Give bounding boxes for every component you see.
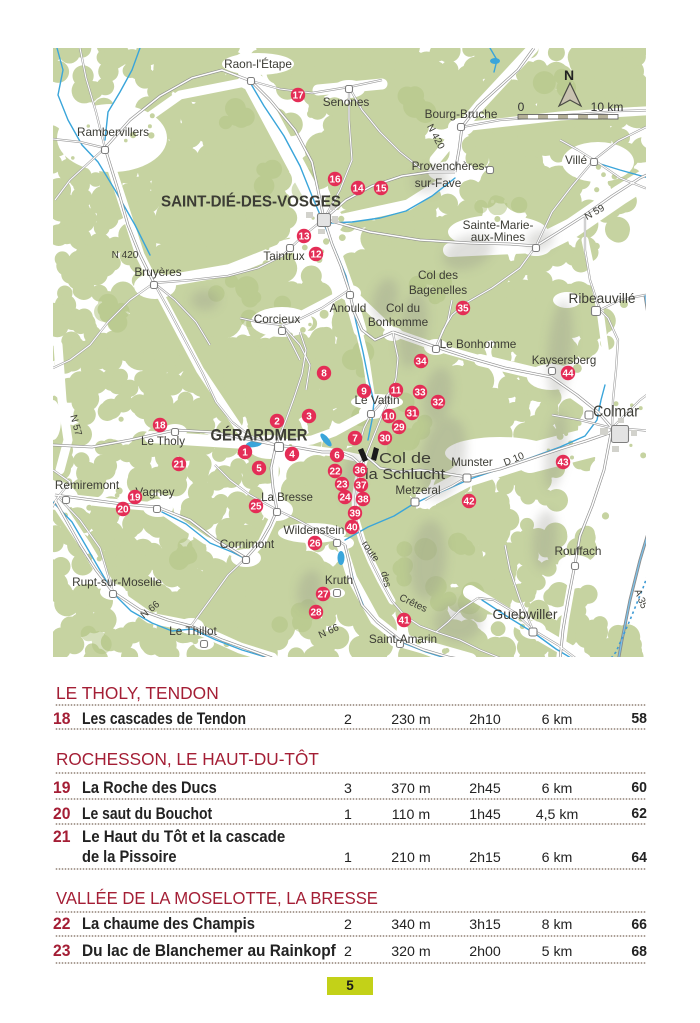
- svg-text:28: 28: [310, 608, 322, 619]
- svg-text:1: 1: [242, 448, 248, 459]
- svg-text:33: 33: [414, 388, 426, 399]
- svg-text:5: 5: [256, 464, 262, 475]
- svg-text:Bruyères: Bruyères: [134, 265, 181, 279]
- svg-text:18: 18: [154, 421, 166, 432]
- svg-text:39: 39: [349, 509, 361, 520]
- svg-text:7: 7: [352, 434, 358, 445]
- svg-text:40: 40: [346, 523, 358, 534]
- svg-text:21: 21: [173, 460, 185, 471]
- svg-text:44: 44: [562, 369, 574, 380]
- svg-text:Anould: Anould: [330, 301, 367, 315]
- svg-text:37: 37: [355, 481, 367, 492]
- svg-text:Corcieux: Corcieux: [254, 312, 301, 326]
- svg-text:30: 30: [379, 434, 391, 445]
- svg-text:35: 35: [457, 304, 469, 315]
- svg-text:31: 31: [406, 409, 418, 420]
- svg-text:N: N: [564, 67, 574, 83]
- svg-text:Provenchères-: Provenchères-: [412, 159, 489, 173]
- svg-text:Guebwiller: Guebwiller: [493, 606, 558, 622]
- svg-text:20: 20: [117, 505, 129, 516]
- svg-text:N 420: N 420: [112, 250, 139, 261]
- svg-text:Saint-Amarin: Saint-Amarin: [369, 632, 437, 646]
- svg-text:22: 22: [329, 467, 341, 478]
- svg-text:17: 17: [292, 91, 304, 102]
- svg-text:19: 19: [129, 493, 141, 504]
- svg-text:38: 38: [357, 495, 369, 506]
- svg-text:34: 34: [415, 357, 427, 368]
- svg-text:12: 12: [310, 250, 322, 261]
- svg-text:sur-Fave: sur-Fave: [415, 176, 462, 190]
- svg-text:4: 4: [289, 450, 295, 461]
- svg-text:Kruth: Kruth: [325, 573, 353, 587]
- svg-text:10 km: 10 km: [591, 100, 624, 114]
- svg-text:Col du: Col du: [386, 301, 420, 315]
- svg-text:Munster: Munster: [451, 457, 493, 469]
- svg-text:0: 0: [518, 100, 525, 114]
- svg-text:des: des: [378, 570, 393, 588]
- svg-text:Col de: Col de: [379, 451, 431, 467]
- svg-text:24: 24: [339, 493, 351, 504]
- svg-text:Ribeauvillé: Ribeauvillé: [569, 290, 636, 306]
- svg-text:25: 25: [250, 502, 262, 513]
- svg-text:15: 15: [375, 184, 387, 195]
- svg-text:6: 6: [334, 451, 340, 462]
- svg-text:27: 27: [317, 590, 329, 601]
- svg-text:43: 43: [557, 458, 569, 469]
- svg-text:Bonhomme: Bonhomme: [368, 315, 429, 329]
- svg-text:32: 32: [432, 398, 444, 409]
- svg-text:9: 9: [361, 387, 367, 398]
- svg-text:Col des: Col des: [418, 268, 458, 282]
- svg-text:Le Thillot: Le Thillot: [169, 624, 217, 638]
- svg-text:2: 2: [274, 417, 280, 428]
- svg-text:36: 36: [354, 466, 366, 477]
- svg-text:11: 11: [391, 386, 402, 397]
- svg-text:GÉRARDMER: GÉRARDMER: [211, 426, 308, 445]
- svg-text:8: 8: [321, 369, 327, 380]
- svg-text:aux-Mines: aux-Mines: [471, 230, 526, 244]
- svg-text:Remiremont: Remiremont: [55, 478, 120, 492]
- svg-text:Rouffach: Rouffach: [554, 544, 601, 558]
- svg-text:SAINT-DIÉ-DES-VOSGES: SAINT-DIÉ-DES-VOSGES: [161, 192, 341, 211]
- svg-text:14: 14: [352, 184, 364, 195]
- svg-text:Bagenelles: Bagenelles: [409, 283, 467, 297]
- svg-text:41: 41: [398, 616, 410, 627]
- svg-text:Le Tholy: Le Tholy: [141, 436, 185, 448]
- svg-text:Kaysersberg: Kaysersberg: [532, 355, 597, 367]
- svg-text:La Bresse: La Bresse: [261, 492, 313, 504]
- svg-text:Colmar: Colmar: [593, 404, 640, 421]
- svg-text:Rambervillers: Rambervillers: [77, 125, 149, 139]
- svg-text:23: 23: [336, 480, 348, 491]
- svg-text:16: 16: [329, 175, 341, 186]
- svg-text:3: 3: [306, 412, 312, 423]
- svg-text:Bourg-Bruche: Bourg-Bruche: [425, 107, 498, 121]
- svg-text:N 57: N 57: [67, 414, 83, 438]
- svg-text:Metzeral: Metzeral: [395, 483, 440, 497]
- svg-text:10: 10: [383, 412, 395, 423]
- svg-text:13: 13: [298, 232, 310, 243]
- svg-text:Taintrux: Taintrux: [263, 249, 304, 263]
- svg-text:Rupt-sur-Moselle: Rupt-sur-Moselle: [72, 575, 162, 589]
- svg-text:42: 42: [463, 497, 475, 508]
- svg-text:Le Bonhomme: Le Bonhomme: [440, 337, 517, 351]
- svg-text:Senones: Senones: [323, 95, 370, 109]
- svg-text:26: 26: [309, 539, 321, 550]
- svg-text:Cornimont: Cornimont: [220, 537, 275, 551]
- svg-text:Raon-l'Étape: Raon-l'Étape: [224, 57, 292, 71]
- svg-text:29: 29: [393, 423, 405, 434]
- svg-text:Villé: Villé: [565, 153, 588, 167]
- svg-text:Sainte-Marie-: Sainte-Marie-: [463, 218, 534, 232]
- svg-text:la Schlucht: la Schlucht: [365, 467, 445, 483]
- svg-text:Vagney: Vagney: [135, 485, 174, 499]
- svg-text:Wildenstein: Wildenstein: [284, 523, 345, 537]
